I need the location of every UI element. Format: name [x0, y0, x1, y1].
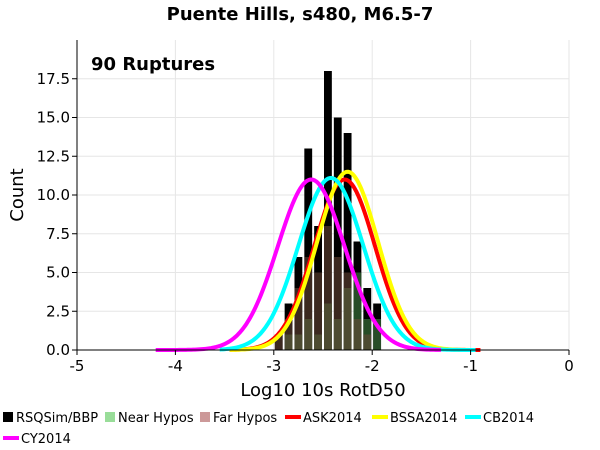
far-hypos-bar — [363, 334, 372, 350]
far-hypos-bar — [274, 334, 283, 350]
legend: RSQSim/BBP Near Hypos Far Hypos ASK2014 BSSA… — [3, 411, 534, 447]
y-axis-title: Count — [7, 168, 28, 221]
grid — [76, 40, 570, 351]
bssa2014-curve — [229, 169, 476, 352]
y-tick-label: 15.0 — [37, 109, 70, 127]
far-hypos-bar — [304, 257, 313, 350]
legend-item-near-hypos: Near Hypos — [105, 411, 194, 426]
legend-label: ASK2014 — [303, 411, 362, 426]
legend-item-rsqsim-bbp: RSQSim/BBP — [3, 411, 98, 426]
legend-label: CB2014 — [483, 411, 534, 426]
x-tick-label: -1 — [463, 357, 478, 375]
near-hypos-bar — [353, 272, 362, 350]
y-tick-label: 2.5 — [46, 302, 70, 320]
far-hypos-bar — [353, 319, 362, 350]
gmpe-curves — [155, 169, 481, 352]
legend-label: Far Hypos — [213, 411, 277, 426]
legend-label: BSSA2014 — [390, 411, 457, 426]
legend-swatch — [200, 412, 210, 422]
legend-item-ask2014: ASK2014 — [285, 411, 362, 426]
ruptures-annotation: 90 Ruptures — [91, 54, 215, 75]
y-tick-label: 7.5 — [46, 225, 70, 243]
legend-item-bssa2014: BSSA2014 — [372, 411, 457, 426]
legend-swatch — [105, 412, 115, 422]
y-tick-label: 12.5 — [37, 147, 70, 165]
x-tick-label: -3 — [266, 357, 281, 375]
y-tick-label: 0.0 — [46, 341, 70, 359]
y-tick-label: 5.0 — [46, 264, 70, 282]
legend-item-far-hypos: Far Hypos — [200, 411, 277, 426]
x-tick-label: -5 — [70, 357, 85, 375]
legend-item-cb2014: CB2014 — [465, 411, 534, 426]
x-axis-title: Log10 10s RotD50 — [240, 380, 405, 401]
legend-label: CY2014 — [21, 432, 71, 447]
rsqsim-bar — [333, 117, 342, 350]
far-hypos-bar — [294, 288, 303, 350]
far-hypos-bar — [333, 257, 342, 350]
y-tick-label: 10.0 — [37, 186, 70, 204]
cy2014-curve — [155, 177, 442, 352]
far-hypos-bar — [284, 319, 293, 350]
x-ticks: -5 -4 -3 -2 -1 0 — [70, 350, 574, 375]
near-hypos-bar — [373, 319, 382, 350]
y-tick-label: 17.5 — [37, 70, 70, 88]
legend-label: Near Hypos — [118, 411, 194, 426]
far-hypos-bar — [314, 272, 322, 350]
x-tick-label: 0 — [564, 357, 574, 375]
legend-label: RSQSim/BBP — [16, 411, 98, 426]
rsqsim-bar — [304, 148, 313, 350]
far-hypos-bar — [324, 226, 332, 350]
far-hypos-bar — [343, 272, 352, 350]
chart-title: Puente Hills, s480, M6.5-7 — [167, 4, 434, 25]
legend-item-cy2014: CY2014 — [3, 432, 71, 447]
rsqsim-bar — [343, 133, 352, 350]
y-ticks: 0.0 2.5 5.0 7.5 10.0 12.5 15.0 17.5 — [37, 70, 77, 359]
legend-swatch — [3, 412, 13, 422]
x-tick-label: -4 — [168, 357, 183, 375]
x-tick-label: -2 — [365, 357, 380, 375]
